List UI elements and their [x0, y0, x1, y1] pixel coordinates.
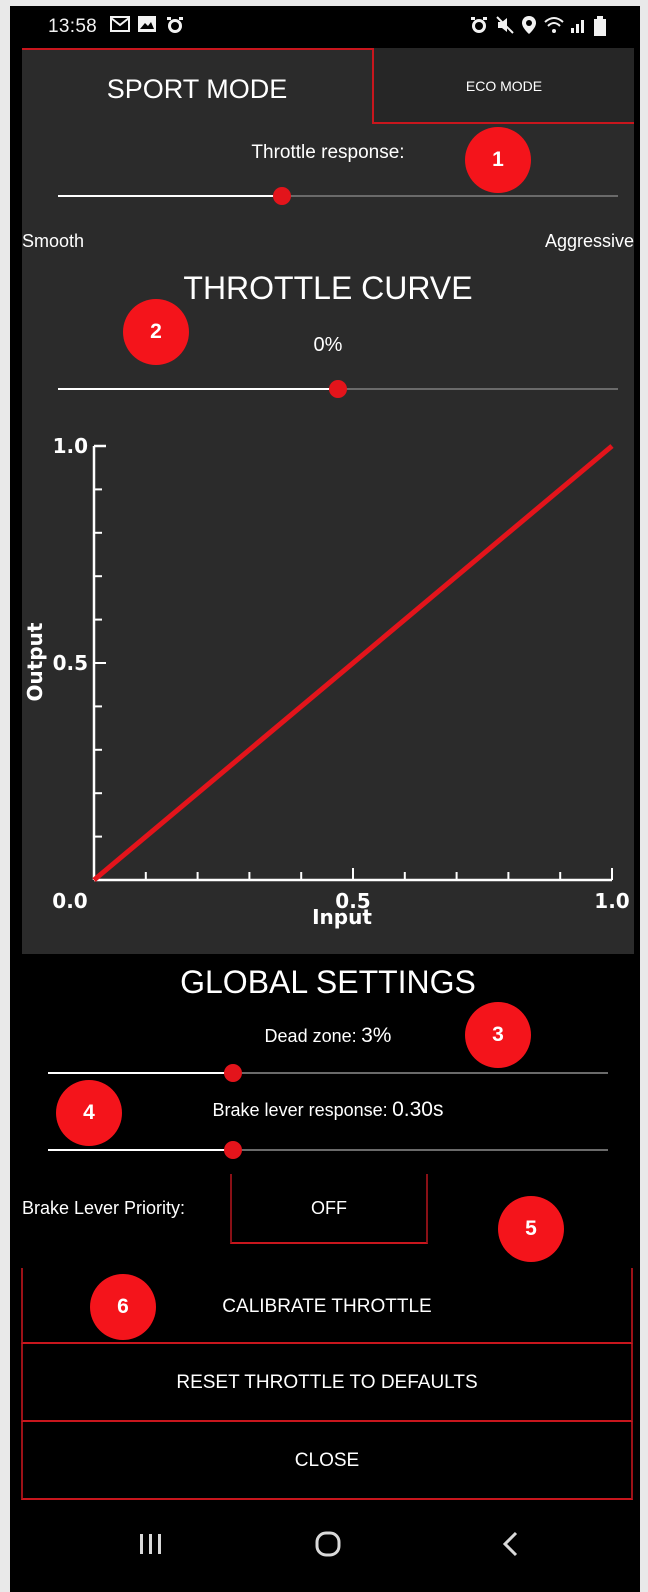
brake-response-value: 0.30s	[392, 1098, 444, 1121]
throttle-min-label: Smooth	[22, 231, 85, 251]
close-label: CLOSE	[294, 1450, 360, 1471]
gallery-icon	[138, 16, 156, 37]
throttle-curve-title: THROTTLE CURVE	[183, 270, 473, 306]
reset-throttle-button[interactable]: RESET THROTTLE TO DEFAULTS	[21, 1344, 633, 1422]
global-settings-title: GLOBAL SETTINGS	[180, 964, 476, 1000]
phone-screen: 13:58 SPORT MODE	[10, 6, 640, 1592]
brake-response-row: Brake lever response: 0.30s	[22, 1098, 634, 1122]
android-nav-bar	[10, 1496, 640, 1592]
brake-priority-value: OFF	[311, 1198, 347, 1218]
home-icon[interactable]	[314, 1530, 342, 1563]
throttle-curve-chart: 0.0 0.5 1.0 0.5 1.0 Input Output	[23, 434, 630, 929]
throttle-curve-slider-fill	[58, 388, 338, 390]
badge-3: 3	[465, 1002, 531, 1068]
badge-4: 4	[56, 1080, 122, 1146]
badge-6: 6	[90, 1274, 156, 1340]
dead-zone-row: Dead zone: 3%	[22, 1024, 634, 1048]
alarm-icon	[166, 16, 184, 39]
dead-zone-value: 3%	[361, 1024, 392, 1047]
dead-zone-slider[interactable]	[48, 1064, 608, 1082]
throttle-response-slider-fill	[58, 195, 282, 197]
tab-eco-mode-label: ECO MODE	[465, 78, 543, 94]
mode-panel: SPORT MODE ECO MODE Throttle response: S…	[22, 48, 634, 954]
status-time: 13:58	[48, 16, 98, 37]
brake-priority-label: Brake Lever Priority:	[22, 1198, 186, 1218]
brake-priority-toggle[interactable]: OFF	[230, 1174, 428, 1244]
back-icon[interactable]	[500, 1530, 520, 1563]
tab-eco-mode[interactable]: ECO MODE	[374, 48, 634, 124]
close-button[interactable]: CLOSE	[21, 1422, 633, 1500]
throttle-response-slider-thumb[interactable]	[273, 187, 291, 205]
battery-icon	[594, 16, 606, 41]
chart-y-axis-label: Output	[23, 622, 47, 701]
brake-response-label: Brake lever response:	[212, 1100, 388, 1120]
gmail-icon	[110, 16, 130, 37]
tab-sport-mode-label: SPORT MODE	[106, 74, 288, 104]
calibrate-throttle-label: CALIBRATE THROTTLE	[222, 1296, 432, 1317]
wifi-icon	[544, 16, 564, 39]
dead-zone-slider-fill	[48, 1072, 233, 1074]
throttle-max-label: Aggressive	[544, 231, 634, 251]
throttle-curve-value: 0%	[313, 334, 343, 356]
alarm-icon	[470, 16, 488, 39]
badge-1: 1	[465, 127, 531, 193]
throttle-curve-slider-thumb[interactable]	[329, 380, 347, 398]
throttle-response-label: Throttle response:	[251, 142, 405, 163]
throttle-curve-slider[interactable]	[58, 380, 618, 398]
chart-x-axis-label: Input	[312, 905, 372, 929]
tab-sport-mode[interactable]: SPORT MODE	[22, 48, 374, 124]
reset-throttle-label: RESET THROTTLE TO DEFAULTS	[176, 1372, 478, 1393]
chart-x-tick-label: 0.0	[52, 889, 87, 913]
chart-x-tick-label: 1.0	[594, 889, 629, 913]
brake-response-slider[interactable]	[48, 1141, 608, 1159]
chart-y-tick-label: 1.0	[53, 434, 88, 458]
dead-zone-label: Dead zone:	[264, 1026, 357, 1046]
mute-icon	[496, 16, 514, 39]
recent-apps-icon[interactable]	[138, 1532, 164, 1561]
dead-zone-slider-thumb[interactable]	[224, 1064, 242, 1082]
badge-5: 5	[498, 1196, 564, 1262]
chart-series-line	[92, 444, 614, 882]
throttle-response-slider[interactable]	[58, 187, 618, 205]
chart-x-tick-label: 0.5	[335, 889, 370, 913]
status-bar: 13:58	[10, 6, 640, 48]
brake-response-slider-fill	[48, 1149, 233, 1151]
badge-2: 2	[123, 299, 189, 365]
signal-icon	[570, 16, 588, 39]
chart-y-tick-label: 0.5	[53, 651, 88, 675]
brake-response-slider-thumb[interactable]	[224, 1141, 242, 1159]
location-icon	[522, 16, 536, 39]
